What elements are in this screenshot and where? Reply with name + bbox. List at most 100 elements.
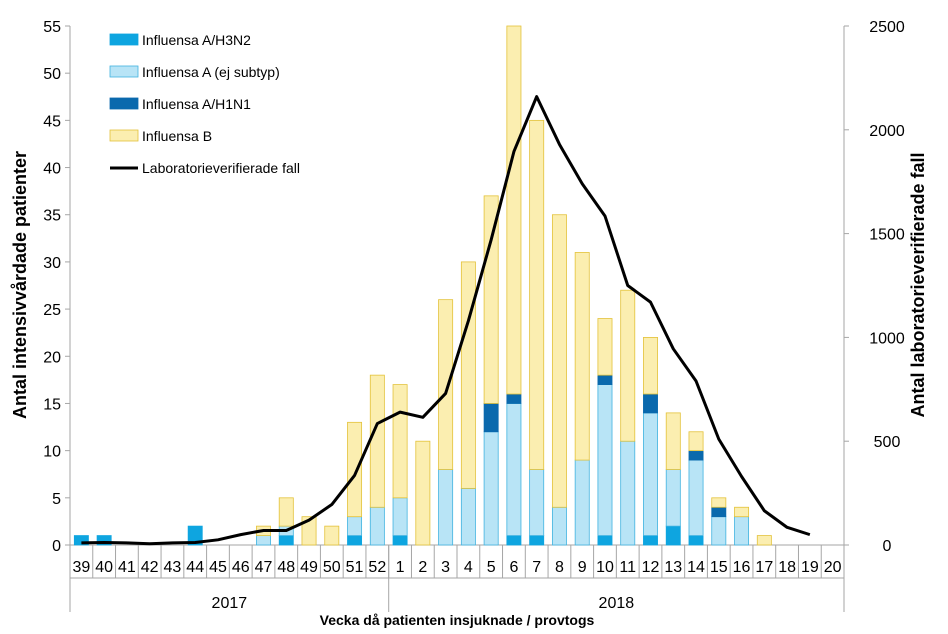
legend-label: Influensa A/H1N1: [142, 96, 251, 112]
y-right-tick-label: 500: [874, 434, 901, 451]
bar-segment: [96, 535, 112, 546]
bar-segment: [506, 25, 522, 395]
bar-segment: [415, 440, 431, 546]
bar-segment: [597, 318, 613, 376]
bar-segment: [756, 535, 772, 546]
legend-label: Influensa A (ej subtyp): [142, 64, 280, 80]
bar-segment: [711, 497, 727, 508]
bar-segment: [506, 403, 522, 536]
x-tick-label: 8: [555, 559, 564, 576]
x-tick-label: 40: [95, 559, 113, 576]
y-tick-label: 40: [43, 161, 61, 178]
y-axis-right-label: Antal laboratorieverifierade fall: [908, 152, 928, 417]
line-laboratorieverifierade-fall: [81, 95, 811, 546]
y-right-tick-label: 1000: [869, 330, 905, 347]
bar-segment: [506, 535, 522, 546]
legend-label: Laboratorieverifierade fall: [142, 160, 300, 176]
bar-segment: [529, 469, 545, 536]
x-tick-label: 13: [664, 559, 682, 576]
x-tick-label: 11: [619, 559, 636, 576]
x-tick-label: 18: [778, 559, 796, 576]
bar-segment: [278, 497, 294, 527]
bar-segment: [256, 535, 271, 546]
bar-segment: [324, 525, 340, 546]
bar-segment: [369, 506, 385, 546]
x-tick-label: 50: [323, 559, 341, 576]
bar-segment: [392, 535, 408, 546]
bar-segment: [347, 421, 363, 518]
bar-segment: [301, 516, 317, 546]
bar-segment: [347, 535, 363, 546]
bar-segment: [620, 289, 636, 442]
y-tick-label: 55: [43, 19, 61, 36]
y-tick-label: 25: [43, 302, 61, 319]
legend-label: Influensa A/H3N2: [142, 32, 251, 48]
x-tick-label: 19: [801, 559, 819, 576]
year-label: 2017: [212, 595, 248, 612]
bar-segment: [392, 384, 408, 499]
bar-segment: [483, 195, 499, 404]
y-tick-label: 20: [43, 349, 61, 366]
bar-segment: [643, 336, 658, 395]
bar-segment: [551, 214, 567, 508]
x-tick-label: 12: [642, 559, 660, 576]
legend: Influensa A/H3N2 Influensa A (ej subtyp) I…: [109, 32, 300, 176]
bar-segment: [643, 535, 658, 546]
x-tick-label: 14: [687, 559, 705, 576]
bar-segment: [597, 374, 613, 385]
x-tick-label: 10: [596, 559, 614, 576]
bar-segment: [688, 450, 704, 461]
bar-segment: [620, 440, 636, 546]
bar-segment: [187, 525, 203, 546]
x-tick-label: 3: [441, 559, 450, 576]
x-axis-label: Vecka då patienten insjuknade / provtogs: [320, 612, 595, 628]
bar-segment: [665, 469, 681, 527]
x-tick-label: 20: [824, 559, 842, 576]
y-right-tick-label: 0: [883, 538, 892, 555]
x-tick-label: 48: [277, 559, 295, 576]
y-tick-label: 10: [43, 444, 61, 461]
y-tick-label: 5: [52, 491, 61, 508]
bar-segment: [483, 403, 499, 433]
legend-swatch: [109, 97, 139, 110]
x-tick-label: 7: [532, 559, 541, 576]
bar-segment: [643, 393, 658, 414]
bar-segment: [529, 119, 545, 470]
bar-segment: [551, 506, 567, 546]
bar-segment: [734, 506, 750, 518]
bar-segment: [506, 393, 522, 404]
bar-segment: [665, 412, 681, 470]
bar-segment: [597, 384, 613, 536]
y-tick-label: 0: [52, 538, 61, 555]
bar-segment: [529, 535, 545, 546]
bar-segment: [438, 299, 454, 470]
bar-segment: [734, 516, 750, 546]
y-tick-label: 15: [43, 396, 61, 413]
x-tick-label: 5: [487, 559, 496, 576]
x-tick-label: 46: [232, 559, 250, 576]
x-tick-label: 15: [710, 559, 728, 576]
x-tick-label: 52: [368, 559, 386, 576]
chart-axes: [65, 25, 849, 612]
bar-series: [73, 25, 772, 546]
tick-labels: 0510152025303540455055050010001500200025…: [43, 19, 905, 612]
x-tick-label: 47: [255, 559, 273, 576]
y-right-tick-label: 2000: [869, 123, 905, 140]
bar-segment: [369, 374, 385, 508]
x-tick-label: 16: [733, 559, 751, 576]
legend-swatch: [109, 65, 139, 78]
x-tick-label: 49: [300, 559, 318, 576]
y-tick-label: 45: [43, 113, 61, 130]
x-tick-label: 45: [209, 559, 227, 576]
bar-segment: [460, 487, 476, 546]
y-right-tick-label: 2500: [869, 19, 905, 36]
bar-segment: [438, 469, 454, 546]
bar-segment: [483, 431, 499, 546]
bar-segment: [688, 431, 704, 452]
line-series: [81, 95, 811, 546]
bar-segment: [574, 252, 590, 461]
x-tick-label: 51: [346, 559, 364, 576]
bar-segment: [597, 535, 613, 546]
bar-segment: [392, 497, 408, 536]
